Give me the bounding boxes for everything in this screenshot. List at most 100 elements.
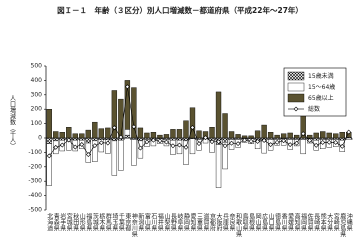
x-tick-label: 北海道 [46,212,53,232]
bar [241,135,248,139]
bar [98,139,105,153]
bar [222,113,228,139]
x-tick-label: 富山県 [143,212,150,232]
bar [170,137,176,141]
y-tick-label: -500 [28,207,42,214]
x-tick-label: 沖縄県 [345,212,352,232]
legend-label: 65歳以上 [308,94,334,102]
bar [118,139,124,171]
legend-label: 15歳未満 [308,72,334,80]
x-tick-label: 鳥取県 [241,212,248,232]
bar [307,134,313,139]
bar [183,120,189,139]
bar [111,137,118,142]
x-tick-label: 福島県 [85,212,92,232]
bar [293,134,300,139]
bar [320,131,326,139]
bar [46,137,52,144]
bar [183,137,189,142]
total-marker [281,138,287,144]
total-marker [144,139,150,145]
bar [98,128,105,139]
y-tick-label: 0 [38,135,42,142]
bar [326,137,332,140]
bar [300,139,306,155]
bar [346,137,352,140]
x-tick-label: 徳島県 [274,212,281,232]
total-marker [72,144,78,150]
bar [131,139,137,166]
x-tick-label: 山形県 [78,212,85,232]
total-marker [196,141,202,147]
x-tick-label: 京都府 [209,212,216,232]
x-tick-label: 福井県 [156,212,163,232]
x-tick-label: 石川県 [150,213,157,232]
x-tick-label: 鹿児島県 [339,212,346,238]
x-tick-label: 千葉県 [117,212,124,232]
x-tick-label: 岩手県 [59,212,66,232]
total-marker [151,137,156,143]
bar [79,133,85,139]
bar [85,129,91,139]
bar [189,138,196,155]
legend-swatch [287,71,305,81]
x-tick-label: 東京都 [124,212,131,232]
total-marker [242,137,247,143]
bar [261,124,267,139]
bar [293,137,300,140]
bar [163,134,170,139]
bar [53,137,59,142]
total-marker [320,140,326,145]
bar [300,137,306,140]
total-marker [98,140,104,146]
bar [176,129,183,139]
total-marker [326,139,332,145]
total-marker [333,140,339,145]
bar [124,129,131,136]
total-marker [124,84,130,90]
y-tick-label: 200 [31,106,43,113]
total-marker [46,153,52,159]
bar [144,137,150,140]
total-marker [209,139,215,145]
total-marker [85,152,91,157]
bar [66,126,72,139]
total-marker [111,125,117,131]
x-tick-label: 茨城県 [91,212,98,232]
bar [157,134,163,139]
total-marker [137,145,143,151]
legend-marker [293,106,299,112]
total-marker [79,142,85,147]
y-tick-label: -100 [28,149,42,156]
bar [92,140,98,162]
x-tick-label: 長野県 [169,213,176,232]
bar [287,132,293,139]
y-tick-label: -200 [28,163,42,170]
total-marker [313,142,319,148]
x-tick-label: 大阪府 [215,212,222,232]
x-tick-label: 熊本県 [319,212,326,232]
total-marker [190,125,195,130]
total-marker [339,143,345,149]
total-marker [248,138,254,144]
bar [79,137,85,141]
total-marker [346,129,352,135]
total-marker [105,140,111,146]
bar [235,137,241,140]
x-tick-label: 長崎県 [313,213,320,232]
bar [196,130,202,139]
bar [222,137,228,143]
x-tick-label: 神奈川県 [130,212,137,238]
y-axis-label: 人口増減数（千人） [9,95,16,149]
x-tick-label: 埼玉県 [111,212,118,232]
bar [176,137,183,141]
chart-title: 図Ｉ－１ 年齢（３区分）別人口増減数－都道府県（平成22年～27年） [57,5,303,15]
x-tick-label: 愛知県 [189,212,196,232]
total-marker [177,142,182,148]
bar [118,98,124,139]
x-tick-label: 青森県 [52,212,59,232]
bar [274,134,280,139]
bar [222,142,228,170]
total-marker [235,141,241,147]
